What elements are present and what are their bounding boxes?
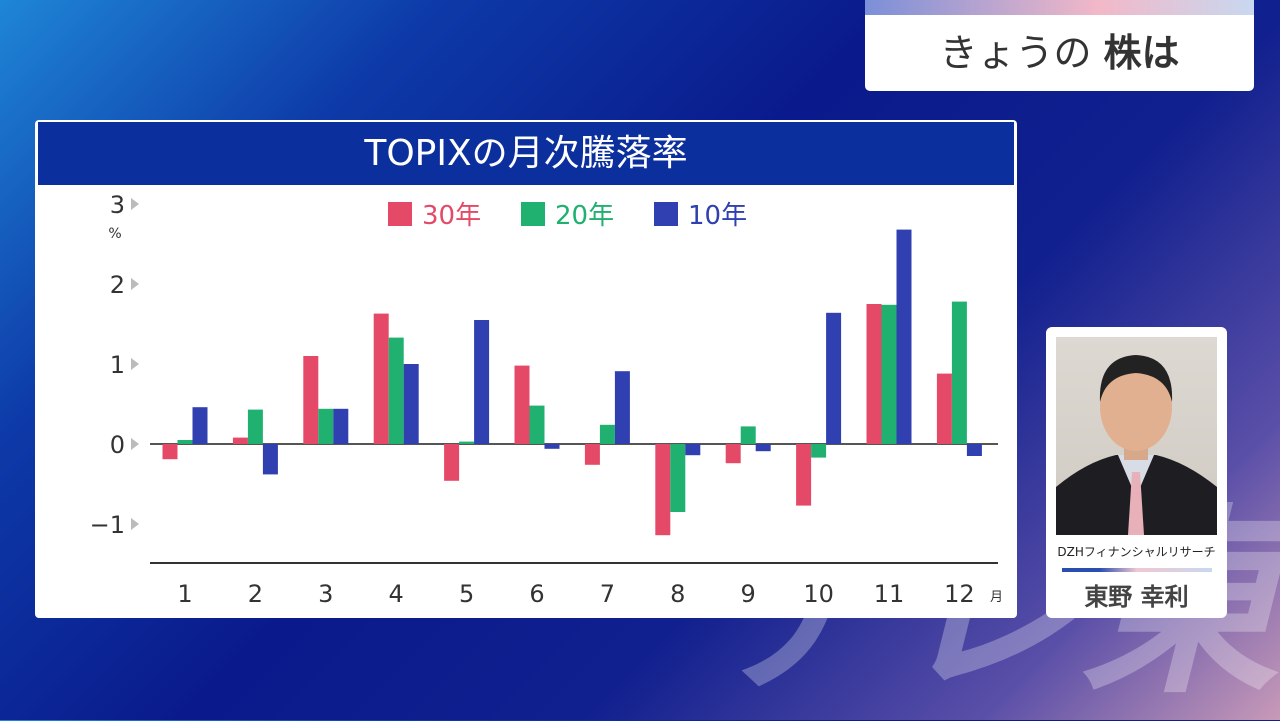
bar-20年-5 xyxy=(459,441,475,444)
divider xyxy=(1062,568,1212,572)
bar-10年-4 xyxy=(403,364,419,444)
legend-label: 10年 xyxy=(688,201,747,231)
bar-10年-3 xyxy=(333,408,349,444)
bar-30年-6 xyxy=(514,365,530,444)
bar-20年-12 xyxy=(951,301,967,444)
segment-title-card: きょうの 株は xyxy=(865,0,1254,91)
x-tick-label: 11 xyxy=(874,580,905,608)
bar-20年-8 xyxy=(670,444,686,512)
x-tick-label: 3 xyxy=(318,580,333,608)
y-tick-label: 2 xyxy=(110,271,125,299)
legend-swatch xyxy=(654,202,678,226)
bar-10年-12 xyxy=(966,444,982,456)
bar-30年-4 xyxy=(373,313,389,444)
y-tick-arrow xyxy=(131,358,139,370)
bar-30年-10 xyxy=(796,444,812,506)
commentator-card: DZHフィナンシャルリサーチ 東野 幸利 xyxy=(1046,327,1227,618)
commentator-photo xyxy=(1056,337,1217,535)
bar-30年-9 xyxy=(725,444,741,464)
legend-swatch xyxy=(521,202,545,226)
bar-20年-11 xyxy=(881,304,897,444)
person-silhouette xyxy=(1056,355,1217,535)
title-strip xyxy=(865,0,1254,15)
x-tick-label: 1 xyxy=(177,580,192,608)
bar-10年-2 xyxy=(262,444,278,475)
x-tick-label: 6 xyxy=(529,580,544,608)
commentator-organization: DZHフィナンシャルリサーチ xyxy=(1057,545,1216,559)
segment-title: きょうの 株は xyxy=(865,15,1254,91)
bar-20年-1 xyxy=(177,440,193,444)
y-tick-arrow xyxy=(131,438,139,450)
bar-30年-8 xyxy=(655,444,671,536)
y-tick-label: 3 xyxy=(110,191,125,219)
title-prefix: きょうの xyxy=(939,31,1104,75)
bar-30年-11 xyxy=(866,304,882,444)
legend-label: 20年 xyxy=(555,201,614,231)
bar-10年-5 xyxy=(474,320,490,444)
bar-20年-10 xyxy=(811,444,827,458)
x-tick-label: 9 xyxy=(741,580,756,608)
x-tick-label: 12 xyxy=(944,580,975,608)
bar-10年-11 xyxy=(896,229,912,444)
commentator-name: 東野 幸利 xyxy=(1084,583,1189,611)
y-unit-label: % xyxy=(108,226,121,242)
x-tick-label: 8 xyxy=(670,580,685,608)
bar-20年-7 xyxy=(599,424,615,444)
legend-swatch xyxy=(388,202,412,226)
bar-20年-9 xyxy=(740,426,756,444)
x-tick-label: 2 xyxy=(248,580,263,608)
bar-30年-12 xyxy=(936,373,952,444)
bar-30年-2 xyxy=(232,437,248,444)
y-tick-arrow xyxy=(131,278,139,290)
legend-label: 30年 xyxy=(422,201,481,231)
x-unit-label: 月 xyxy=(990,590,1003,605)
bar-20年-3 xyxy=(318,408,334,444)
y-tick-label: −1 xyxy=(90,511,125,539)
y-tick-arrow xyxy=(131,198,139,210)
x-tick-label: 5 xyxy=(459,580,474,608)
y-tick-label: 1 xyxy=(110,351,125,379)
bar-20年-4 xyxy=(388,337,404,444)
chart-title: TOPIXの月次騰落率 xyxy=(38,122,1014,185)
bar-10年-9 xyxy=(755,444,771,452)
bar-30年-7 xyxy=(584,444,600,465)
bar-10年-8 xyxy=(685,444,701,456)
x-tick-label: 7 xyxy=(600,580,615,608)
x-tick-label: 10 xyxy=(803,580,834,608)
bar-20年-6 xyxy=(529,405,545,444)
bar-30年-3 xyxy=(303,356,319,444)
y-tick-label: 0 xyxy=(110,431,125,459)
y-tick-arrow xyxy=(131,518,139,530)
bar-10年-1 xyxy=(192,407,208,444)
bar-30年-5 xyxy=(444,444,460,481)
chart-panel: TOPIXの月次騰落率 3 2 1 0 −1% 1 2 3 4 5 6 7 8 9 10 11 12 月 30年 20… xyxy=(35,120,1017,618)
bar-10年-10 xyxy=(826,312,842,444)
bar-20年-2 xyxy=(247,409,263,444)
title-bold: 株は xyxy=(1103,31,1180,75)
bar-10年-7 xyxy=(614,371,630,444)
x-tick-label: 4 xyxy=(389,580,404,608)
bar-10年-6 xyxy=(544,444,560,449)
bar-30年-1 xyxy=(162,444,178,460)
